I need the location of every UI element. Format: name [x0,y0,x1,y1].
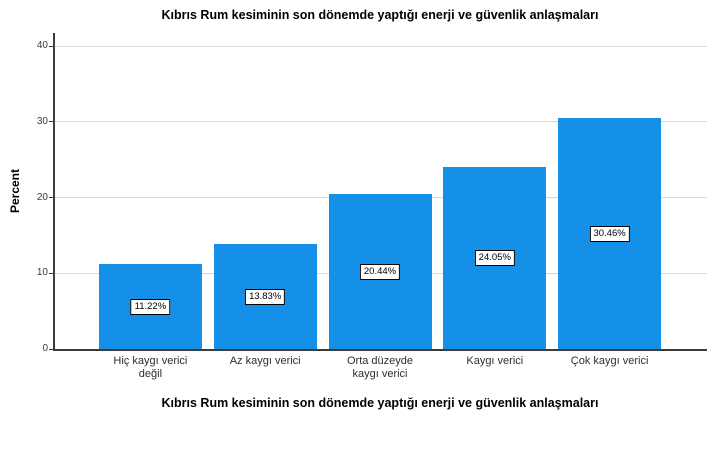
bar-value-label: 11.22% [130,298,171,315]
y-gridline [53,121,707,123]
bar-value-label: 13.83% [245,288,286,305]
x-axis-line [53,349,707,351]
bar-value-label: 24.05% [474,249,515,266]
bar-value-label: 20.44% [359,263,401,280]
y-tick-label: 10 [36,267,48,279]
y-axis-line [53,33,55,351]
category-label: Hiç kaygı verici değil [113,355,188,380]
y-tick-mark [49,348,53,350]
y-tick-label: 20 [36,191,48,203]
y-tick-mark [49,272,53,274]
y-gridline [53,45,707,47]
category-label: Çok kaygı verici [570,355,649,367]
y-tick-label: 0 [42,343,48,354]
y-tick-label: 30 [36,115,48,127]
category-label: Orta düzeyde kaygı verici [346,355,414,380]
chart-title: Kıbrıs Rum kesiminin son dönemde yaptığı… [161,8,599,22]
y-tick-mark [49,45,53,47]
x-axis-title: Kıbrıs Rum kesiminin son dönemde yaptığı… [161,396,599,410]
category-label: Kaygı verici [466,355,524,367]
category-label: Az kaygı verici [229,355,301,367]
y-tick-label: 40 [36,40,48,51]
y-tick-mark [49,197,53,198]
y-tick-mark [49,121,53,123]
bar-value-label: 30.46% [589,225,630,242]
